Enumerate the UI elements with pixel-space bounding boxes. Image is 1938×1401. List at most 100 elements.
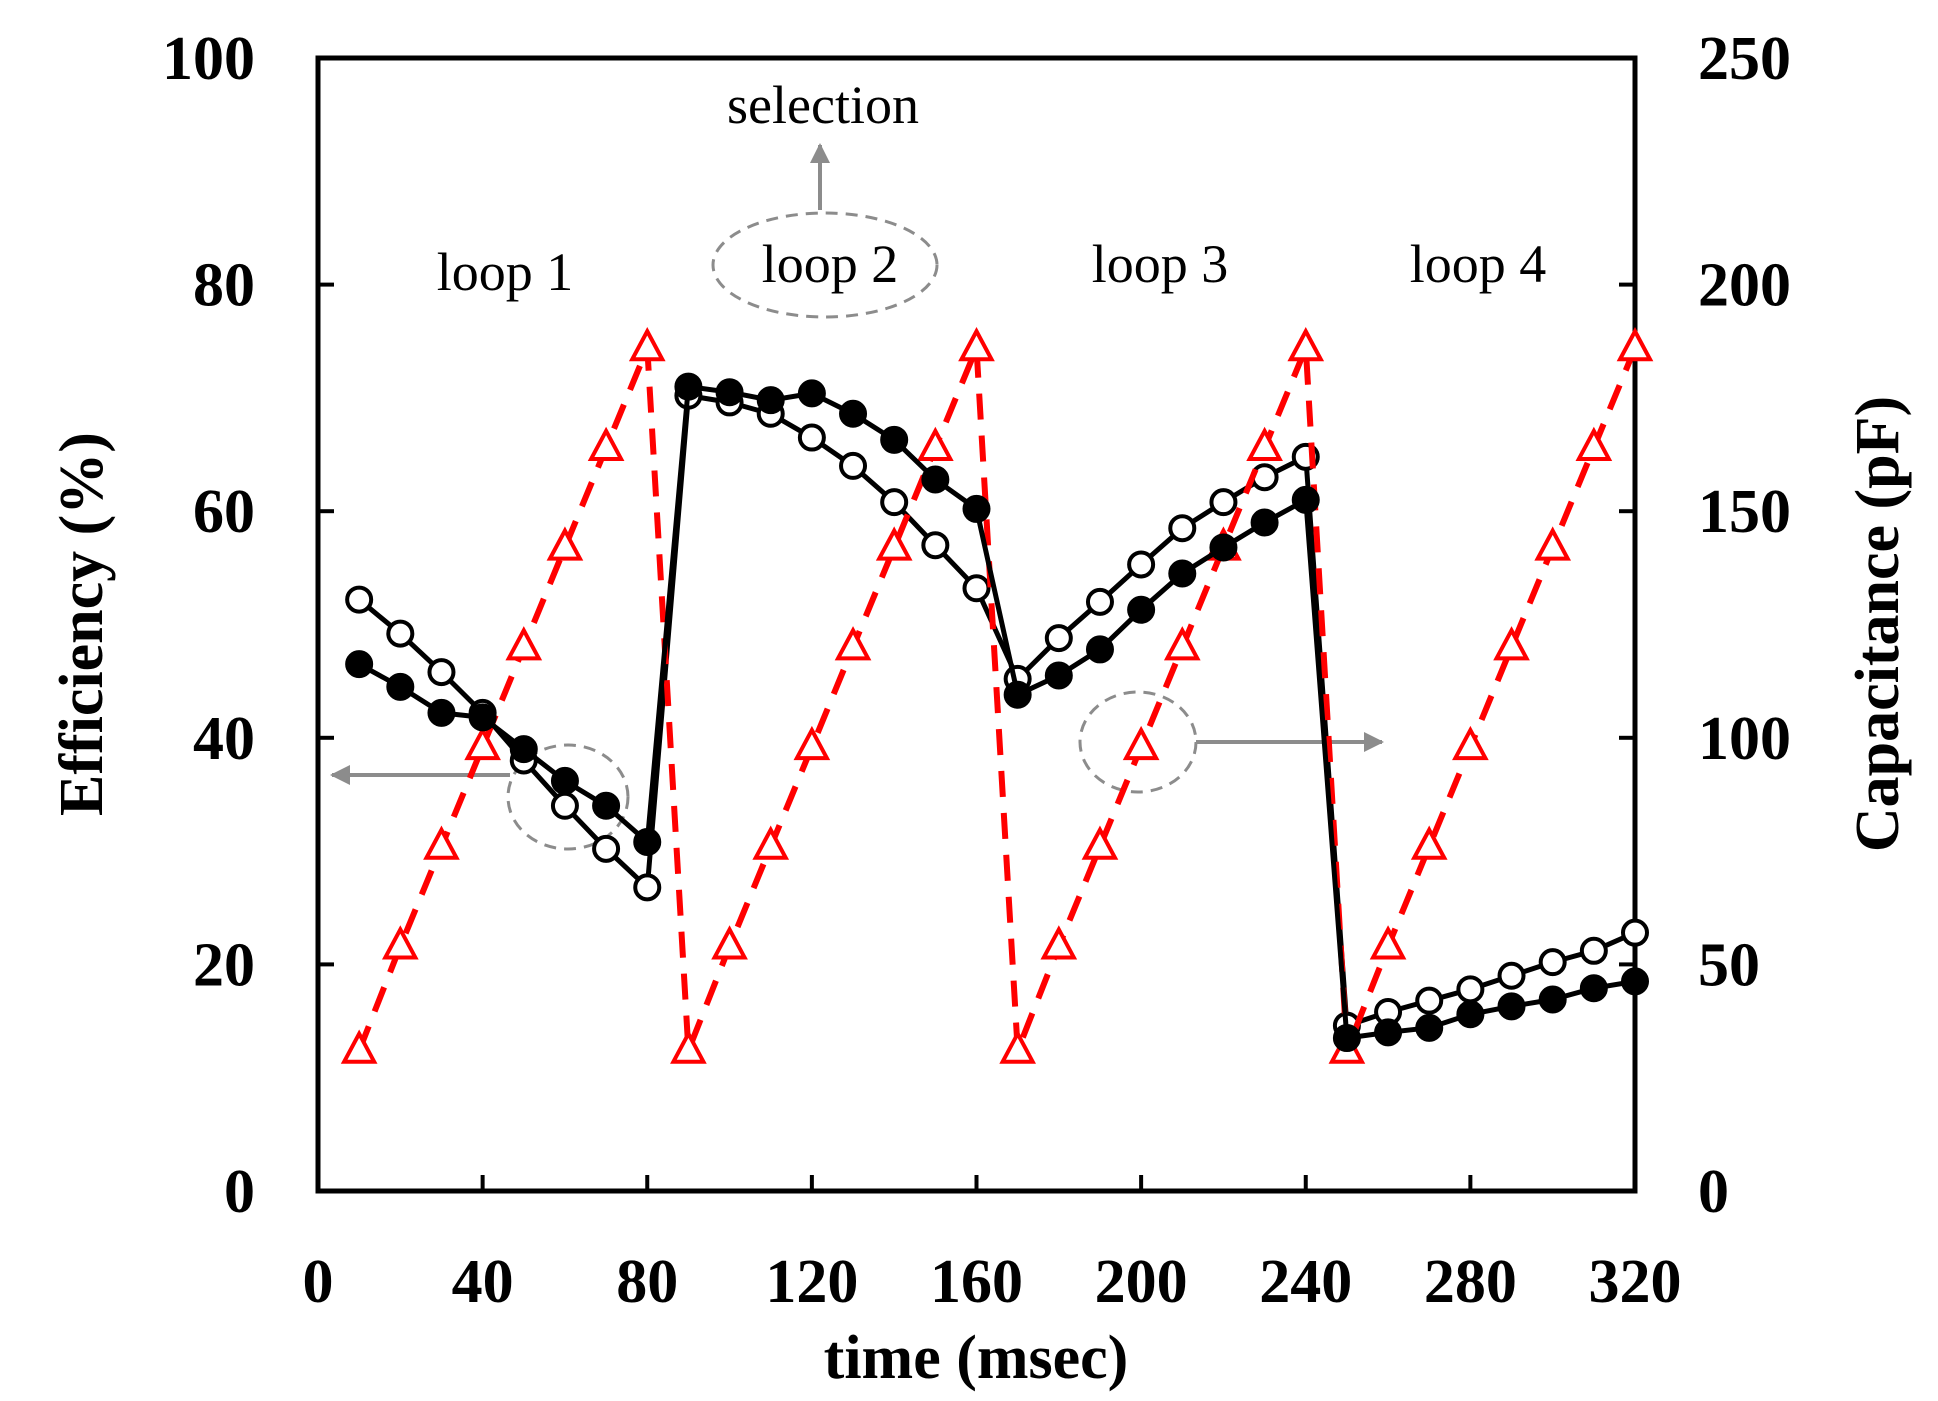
data-point-triangle [381, 925, 419, 960]
data-point-filled [592, 791, 621, 820]
data-point-filled [1127, 595, 1156, 624]
data-point-triangle [793, 725, 831, 761]
data-point-open [386, 619, 415, 648]
data-point-triangle [958, 327, 995, 362]
data-point-triangle [1452, 725, 1489, 761]
data-point-open [839, 451, 868, 480]
loop-1-label: loop 1 [437, 242, 574, 302]
x-tick-label: 200 [1095, 1248, 1188, 1316]
series-line-open-triangle [356, 345, 1638, 1054]
data-point-triangle [1287, 327, 1325, 362]
x-tick-label: 0 [303, 1248, 334, 1316]
data-point-triangle [1040, 925, 1078, 960]
efficiency-series-ellipse [506, 743, 630, 851]
annotations-layer: selection loop 1 loop 2 loop 3 loop 4 [330, 75, 1547, 851]
y2-tick-label: 50 [1698, 931, 1760, 999]
data-point-filled [345, 650, 374, 679]
data-point-filled [1168, 559, 1197, 588]
data-point-open [550, 791, 579, 820]
data-point-triangle [670, 1029, 707, 1064]
y2-axis-title: Capacitance (pF) [1844, 396, 1912, 852]
data-point-filled [839, 399, 868, 428]
data-point-filled [427, 698, 456, 727]
loop-3-label: loop 3 [1092, 234, 1229, 294]
data-point-open [1456, 975, 1485, 1004]
data-point-filled [1374, 1018, 1403, 1047]
data-point-open [1209, 488, 1238, 517]
series-open-triangle [340, 327, 1654, 1064]
data-point-triangle [1575, 426, 1613, 461]
data-point-open [1044, 624, 1073, 653]
data-point-filled [1579, 974, 1608, 1003]
y-tick-label: 60 [193, 478, 255, 546]
data-point-filled [1209, 533, 1238, 562]
data-point-open [1415, 986, 1444, 1015]
data-point-open [427, 658, 456, 687]
data-point-filled [386, 672, 415, 701]
data-point-open [345, 585, 374, 614]
y2-tick-label: 250 [1698, 25, 1791, 93]
y-tick-label: 40 [193, 705, 255, 773]
data-point-filled [1332, 1024, 1361, 1053]
data-point-filled [1044, 661, 1073, 690]
x-axis-title: time (msec) [824, 1324, 1129, 1392]
data-point-open [1538, 948, 1567, 977]
data-point-filled [797, 379, 826, 408]
y-tick-label: 100 [162, 25, 255, 93]
data-point-open [1085, 587, 1114, 616]
data-point-filled [1085, 635, 1114, 664]
loop-4-label: loop 4 [1410, 234, 1547, 294]
data-point-open [1621, 918, 1649, 947]
x-tick-label: 40 [452, 1248, 514, 1316]
data-point-triangle [1081, 825, 1119, 860]
data-point-triangle [1246, 426, 1283, 461]
data-point-triangle [1493, 626, 1530, 661]
x-tick-label: 280 [1424, 1248, 1517, 1316]
data-point-triangle [1369, 925, 1407, 960]
data-point-triangle [628, 327, 666, 362]
data-point-triangle [752, 825, 790, 860]
data-point-open [1497, 961, 1526, 990]
data-point-open [1127, 550, 1156, 579]
ticks-layer: 0 40 80 120 160 200 240 280 32002040608010005010… [162, 25, 1791, 1316]
data-point-open [962, 574, 991, 603]
data-point-filled [1538, 985, 1567, 1014]
data-point-filled [1621, 967, 1649, 996]
data-point-filled [1415, 1013, 1444, 1042]
data-point-triangle [875, 526, 913, 561]
data-point-triangle [340, 1029, 378, 1064]
data-point-filled [1291, 485, 1320, 514]
data-point-triangle [423, 825, 460, 860]
x-tick-label: 160 [930, 1248, 1023, 1316]
data-point-triangle [1616, 327, 1654, 362]
y-axis-title: Efficiency (%) [48, 432, 116, 816]
series-filled-circle [345, 372, 1649, 1053]
data-point-triangle [834, 626, 872, 661]
data-point-triangle [1163, 626, 1201, 661]
data-point-filled [1497, 992, 1526, 1021]
data-point-filled [1003, 680, 1032, 709]
data-point-filled [1456, 1000, 1485, 1029]
x-tick-label: 320 [1589, 1248, 1682, 1316]
data-point-triangle [711, 925, 748, 960]
y2-tick-label: 150 [1698, 478, 1791, 546]
data-point-triangle [917, 426, 954, 461]
y2-tick-label: 100 [1698, 705, 1791, 773]
data-point-filled [633, 828, 662, 857]
data-point-triangle [1122, 725, 1160, 761]
data-point-triangle [505, 626, 543, 661]
selection-label: selection [727, 75, 919, 135]
data-point-triangle [999, 1029, 1037, 1064]
data-point-filled [756, 386, 785, 415]
data-point-filled [962, 494, 991, 523]
data-point-triangle [587, 426, 625, 461]
series-layer [340, 327, 1654, 1064]
data-point-filled [509, 735, 538, 764]
data-point-filled [921, 465, 950, 494]
data-point-filled [550, 766, 579, 795]
data-point-open [633, 873, 662, 902]
data-point-open [1168, 514, 1197, 543]
x-tick-label: 80 [616, 1248, 678, 1316]
data-point-triangle [1534, 526, 1572, 561]
